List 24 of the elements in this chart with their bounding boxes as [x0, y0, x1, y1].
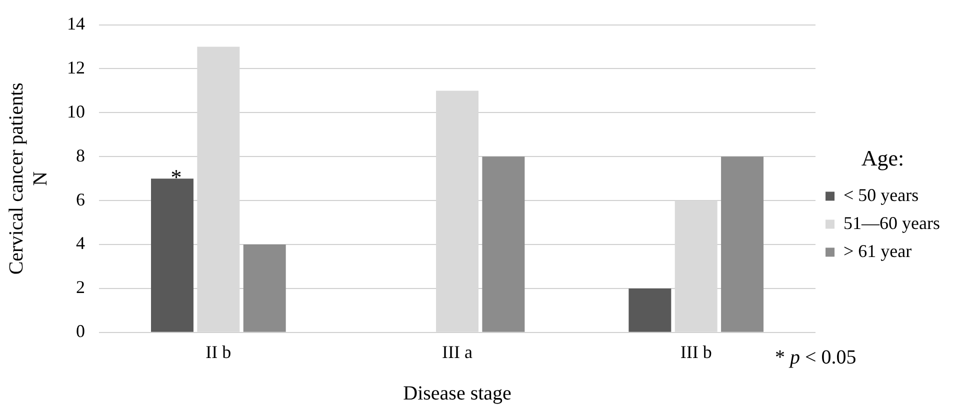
- bar: [243, 244, 286, 332]
- y-tick-label: 6: [76, 189, 85, 210]
- y-tick-label: 14: [67, 14, 85, 34]
- y-tick-label: 10: [67, 101, 85, 122]
- legend-label: < 50 years: [844, 184, 919, 205]
- y-tick-label: 8: [76, 145, 85, 166]
- text: * p < 0.05: [775, 346, 856, 368]
- x-tick-label: II b: [206, 342, 232, 362]
- x-axis-title: Disease stage: [403, 382, 512, 404]
- legend-title: Age:: [861, 146, 904, 171]
- x-tick-label: III b: [680, 342, 712, 362]
- y-axis-title: Cervical cancer patients N: [5, 82, 52, 275]
- legend-label: > 61 year: [844, 240, 912, 261]
- bar: [482, 156, 525, 332]
- annotation: *: [170, 164, 182, 190]
- y-tick-label: 2: [76, 277, 85, 298]
- y-tick-label: 0: [76, 321, 85, 342]
- bar: [628, 288, 672, 332]
- bar: [151, 178, 194, 332]
- y-tick-label: 12: [67, 57, 85, 78]
- legend-label: 51—60 years: [844, 212, 940, 233]
- y-tick-label: 4: [76, 233, 85, 254]
- x-tick-label: III a: [442, 342, 473, 362]
- bar: [721, 156, 764, 332]
